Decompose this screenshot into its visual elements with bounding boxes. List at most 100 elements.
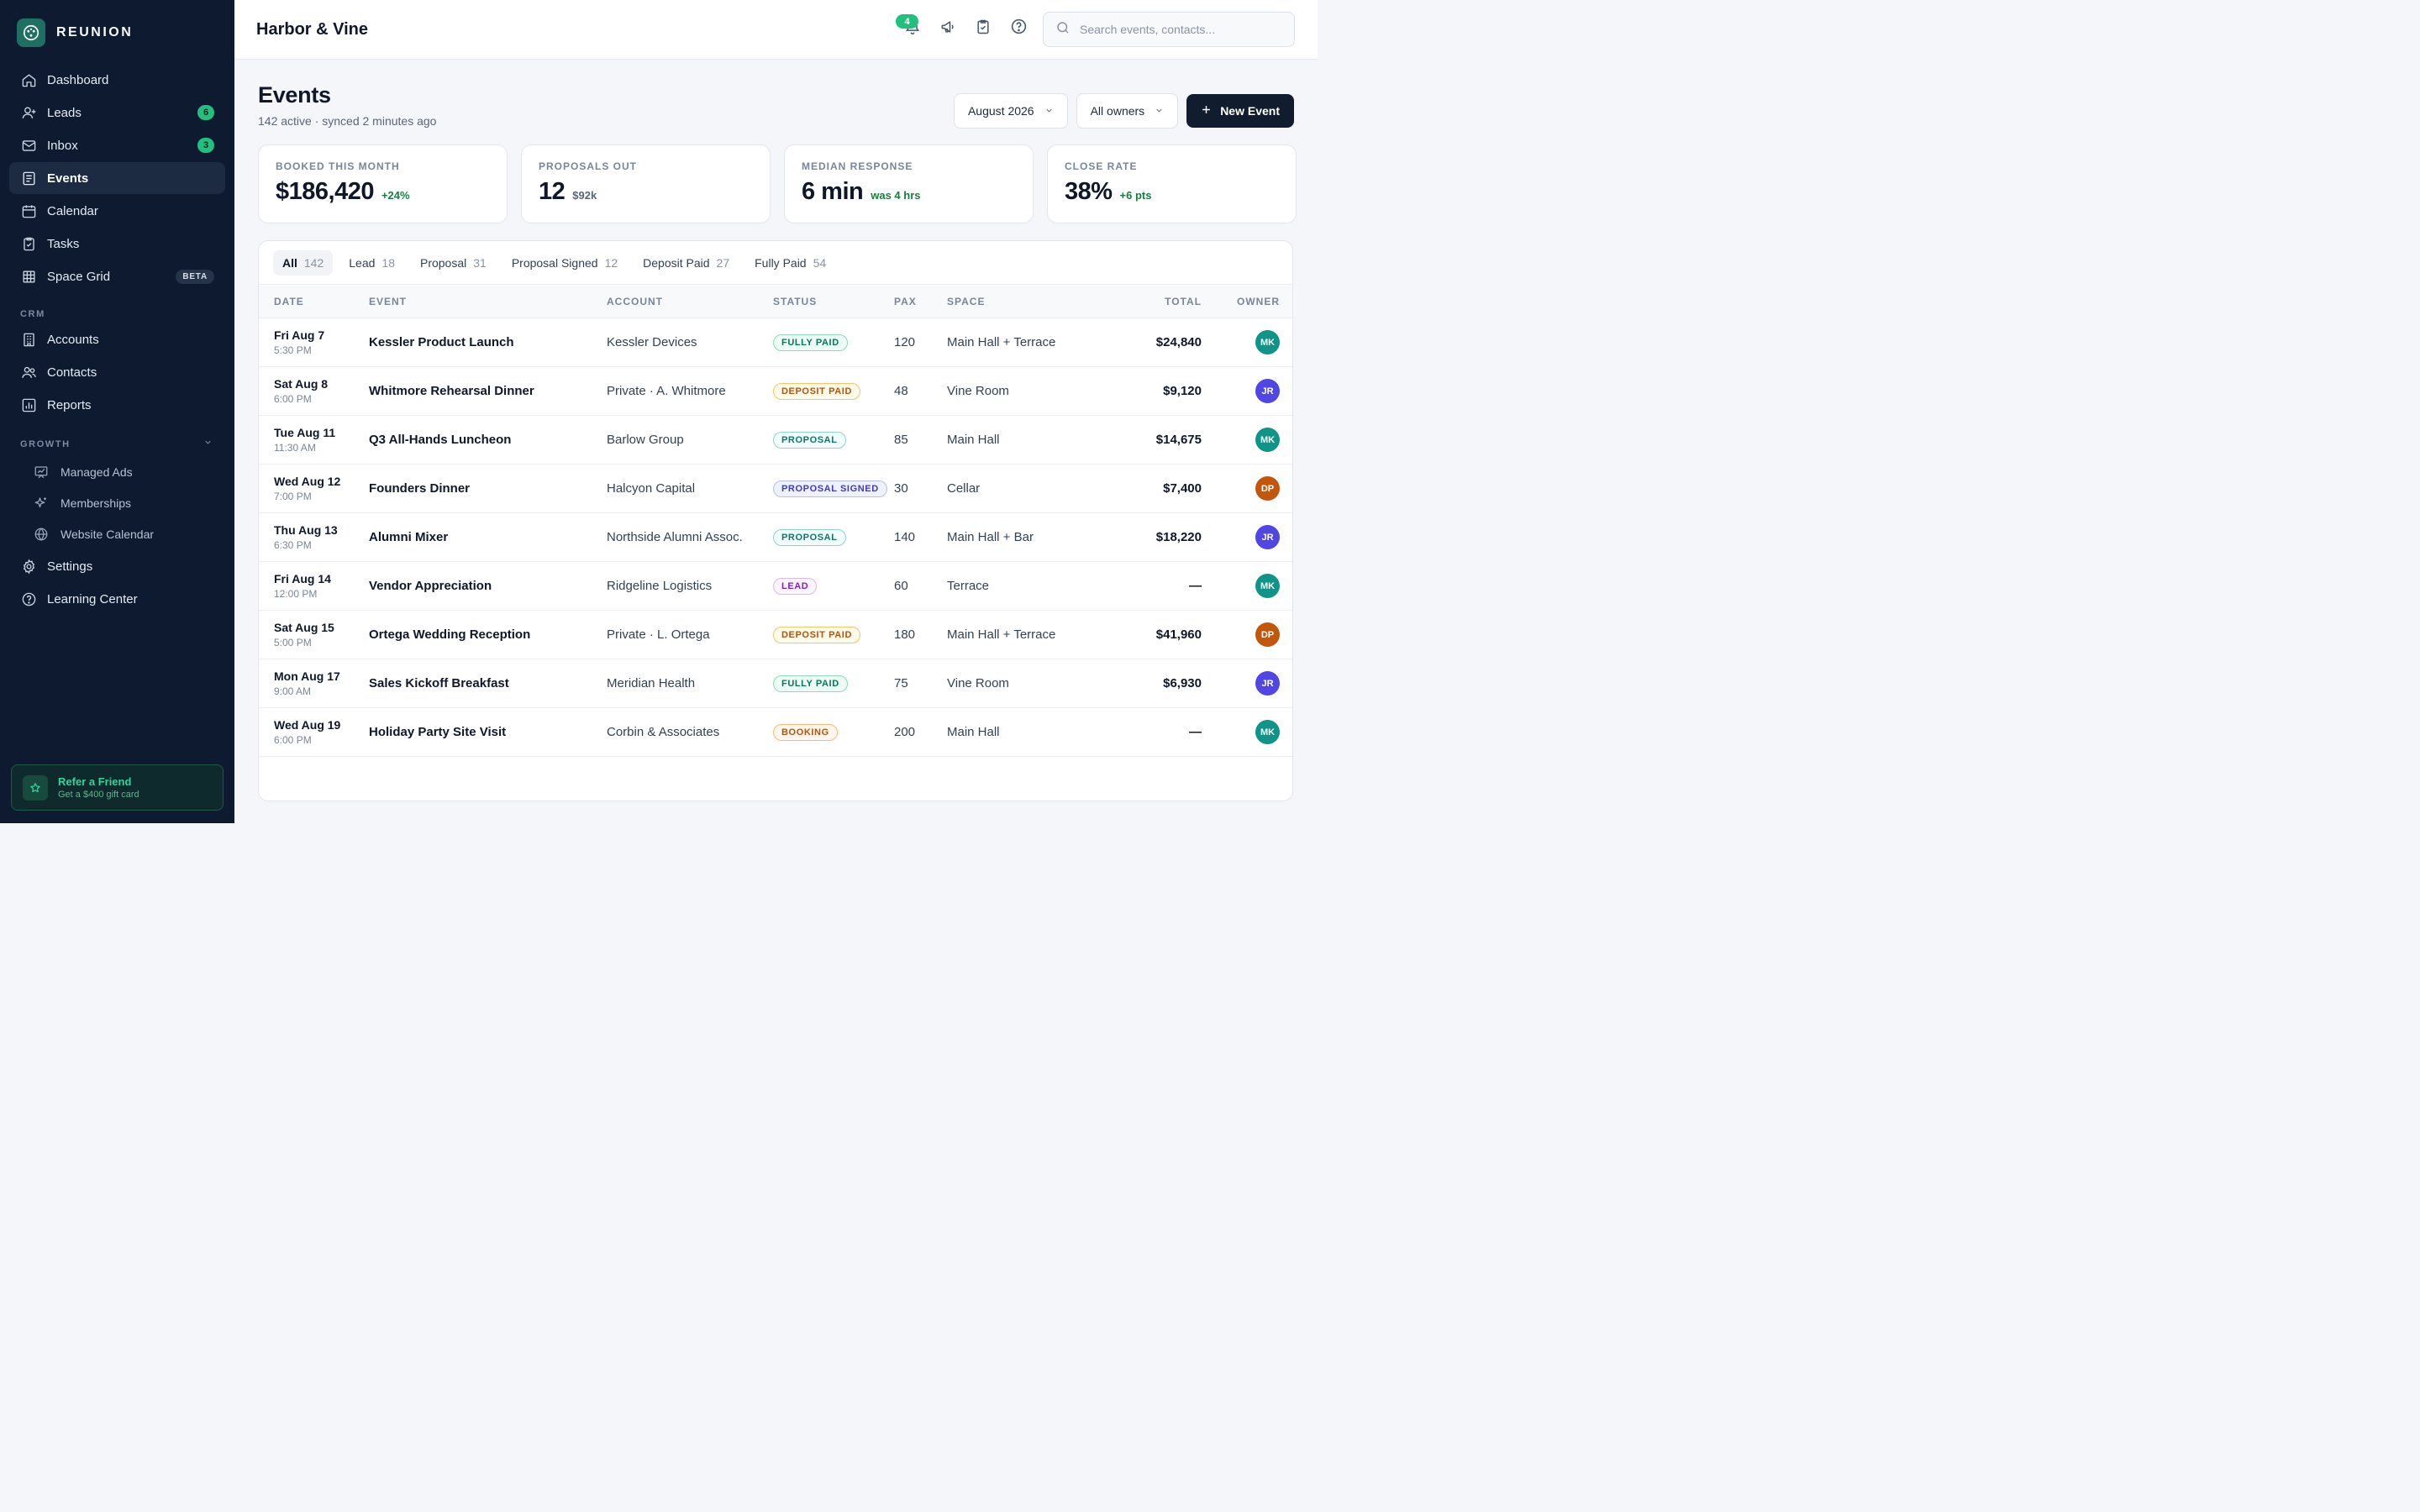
table-row[interactable]: Tue Aug 11 11:30 AM Q3 All-Hands Luncheon B… <box>259 415 1292 465</box>
event-name[interactable]: Founders Dinner <box>369 464 607 513</box>
owner-avatar[interactable]: MK <box>1255 428 1280 452</box>
help-button[interactable] <box>1009 18 1028 39</box>
tab-all[interactable]: All 142 <box>273 249 334 276</box>
plus-icon <box>1201 104 1212 118</box>
brand[interactable]: REUNION <box>0 0 234 47</box>
account-name[interactable]: Meridian Health <box>607 659 773 708</box>
status-tabs: All 142 Lead 18 Proposal 31 Proposal Signed… <box>259 241 1292 284</box>
nav-item-dashboard[interactable]: Dashboard <box>9 64 225 96</box>
owner-cell: JR <box>1202 366 1292 416</box>
stat-card-close-rate: CLOSE RATE 38% +6 pts <box>1047 144 1297 223</box>
nav-item-space-grid[interactable]: Space Grid BETA <box>9 260 225 292</box>
column-header-pax[interactable]: PAX <box>894 284 947 318</box>
owner-avatar[interactable]: DP <box>1255 622 1280 647</box>
account-name[interactable]: Halcyon Capital <box>607 464 773 513</box>
owner-select[interactable]: All owners <box>1076 93 1179 129</box>
column-header-owner[interactable]: OWNER <box>1202 284 1292 318</box>
inbox-count-badge: 3 <box>197 138 214 153</box>
tab-proposal-signed[interactable]: Proposal Signed 12 <box>502 250 627 276</box>
nav-item-accounts[interactable]: Accounts <box>9 323 225 355</box>
grid-icon <box>20 268 37 285</box>
nav-item-calendar[interactable]: Calendar <box>9 195 225 227</box>
account-name[interactable]: Corbin & Associates <box>607 707 773 757</box>
nav-item-tasks[interactable]: Tasks <box>9 228 225 260</box>
account-name[interactable]: Ridgeline Logistics <box>607 561 773 611</box>
new-event-button[interactable]: New Event <box>1186 94 1294 128</box>
event-name[interactable]: Whitmore Rehearsal Dinner <box>369 366 607 416</box>
table-row[interactable]: Fri Aug 14 12:00 PM Vendor Appreciation Rid… <box>259 561 1292 611</box>
account-name[interactable]: Private · L. Ortega <box>607 610 773 659</box>
event-time: 9:00 AM <box>274 685 312 697</box>
tab-deposit-paid[interactable]: Deposit Paid 27 <box>634 250 739 276</box>
column-header-date[interactable]: DATE <box>259 284 369 318</box>
event-name[interactable]: Kessler Product Launch <box>369 318 607 367</box>
nav-item-inbox[interactable]: Inbox 3 <box>9 129 225 161</box>
owner-avatar[interactable]: JR <box>1255 379 1280 403</box>
nav-label: Leads <box>47 105 82 120</box>
workspace-name[interactable]: Harbor & Vine <box>256 19 368 39</box>
star-icon <box>23 774 48 801</box>
table-body: Fri Aug 7 5:30 PM Kessler Product Launch Ke… <box>259 318 1292 757</box>
pax-count: 85 <box>894 415 947 465</box>
event-name[interactable]: Vendor Appreciation <box>369 561 607 611</box>
nav-item-learning-center[interactable]: Learning Center <box>9 583 225 615</box>
table-row[interactable]: Fri Aug 7 5:30 PM Kessler Product Launch Ke… <box>259 318 1292 367</box>
nav-item-managed-ads[interactable]: Managed Ads <box>0 456 234 487</box>
table-row[interactable]: Wed Aug 12 7:00 PM Founders Dinner Halcyon … <box>259 464 1292 513</box>
tab-count: 142 <box>303 255 324 270</box>
table-row[interactable]: Wed Aug 19 6:00 PM Holiday Party Site Visi… <box>259 707 1292 757</box>
nav-item-leads[interactable]: Leads 6 <box>9 97 225 129</box>
notifications-button[interactable]: 4 <box>896 14 922 39</box>
refer-a-friend-card[interactable]: Refer a Friend Get a $400 gift card <box>11 764 224 811</box>
refer-subtitle: Get a $400 gift card <box>58 790 139 800</box>
stat-label: PROPOSALS OUT <box>539 160 638 172</box>
column-header-account[interactable]: ACCOUNT <box>607 284 773 318</box>
event-time: 5:30 PM <box>274 344 312 356</box>
event-name[interactable]: Ortega Wedding Reception <box>369 610 607 659</box>
owner-avatar[interactable]: JR <box>1255 671 1280 696</box>
column-header-space[interactable]: SPACE <box>947 284 1090 318</box>
nav-item-contacts[interactable]: Contacts <box>9 356 225 388</box>
account-name[interactable]: Private · A. Whitmore <box>607 366 773 416</box>
event-name[interactable]: Holiday Party Site Visit <box>369 707 607 757</box>
tab-label: Lead <box>349 255 376 270</box>
nav-item-website-calendar[interactable]: Website Calendar <box>0 518 234 549</box>
nav-label: Calendar <box>47 203 98 218</box>
nav-item-memberships[interactable]: Memberships <box>0 487 234 518</box>
topbar: Harbor & Vine 4 <box>234 0 1318 60</box>
event-time: 6:00 PM <box>274 734 312 746</box>
tab-proposal[interactable]: Proposal 31 <box>411 250 496 276</box>
owner-avatar[interactable]: JR <box>1255 525 1280 549</box>
announcements-button[interactable] <box>939 18 957 39</box>
event-name[interactable]: Q3 All-Hands Luncheon <box>369 415 607 465</box>
column-header-total[interactable]: TOTAL <box>1090 284 1202 318</box>
nav-label: Space Grid <box>47 269 111 284</box>
table-row[interactable]: Mon Aug 17 9:00 AM Sales Kickoff Breakfast… <box>259 659 1292 708</box>
owner-avatar[interactable]: MK <box>1255 720 1280 744</box>
nav-label: Dashboard <box>47 72 109 87</box>
table-row[interactable]: Thu Aug 13 6:30 PM Alumni Mixer Northside A… <box>259 512 1292 562</box>
owner-avatar[interactable]: MK <box>1255 574 1280 598</box>
owner-avatar[interactable]: DP <box>1255 476 1280 501</box>
nav-item-events[interactable]: Events <box>9 162 225 194</box>
table-row[interactable]: Sat Aug 8 6:00 PM Whitmore Rehearsal Dinne… <box>259 366 1292 416</box>
owner-avatar[interactable]: MK <box>1255 330 1280 354</box>
column-header-event[interactable]: EVENT <box>369 284 607 318</box>
month-select[interactable]: August 2026 <box>953 93 1068 129</box>
tab-fully-paid[interactable]: Fully Paid 54 <box>745 250 835 276</box>
table-row[interactable]: Sat Aug 15 5:00 PM Ortega Wedding Receptio… <box>259 610 1292 659</box>
nav-item-reports[interactable]: Reports <box>9 389 225 421</box>
tab-lead[interactable]: Lead 18 <box>339 250 404 276</box>
tasks-button[interactable] <box>974 18 992 39</box>
event-name[interactable]: Alumni Mixer <box>369 512 607 562</box>
search-input[interactable] <box>1080 23 1281 36</box>
growth-section-toggle[interactable]: GROWTH <box>0 424 234 453</box>
event-name[interactable]: Sales Kickoff Breakfast <box>369 659 607 708</box>
account-name[interactable]: Northside Alumni Assoc. <box>607 512 773 562</box>
top-icons: 4 <box>896 14 1028 39</box>
account-name[interactable]: Kessler Devices <box>607 318 773 367</box>
account-name[interactable]: Barlow Group <box>607 415 773 465</box>
nav-item-settings[interactable]: Settings <box>9 550 225 582</box>
column-header-status[interactable]: STATUS <box>773 284 894 318</box>
space-name: Terrace <box>947 561 1090 611</box>
